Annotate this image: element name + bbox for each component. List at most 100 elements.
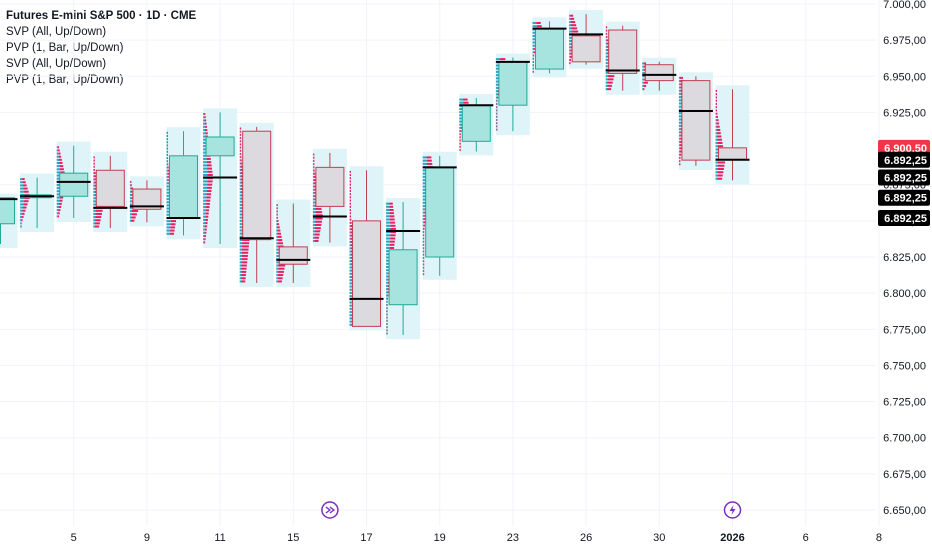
volume-row-up bbox=[129, 213, 132, 216]
volume-row-up bbox=[532, 51, 534, 54]
volume-row-up bbox=[532, 34, 536, 37]
volume-row-up bbox=[386, 272, 389, 275]
volume-row-up bbox=[239, 264, 242, 267]
volume-row-down bbox=[496, 96, 499, 99]
candle-body[interactable] bbox=[608, 29, 638, 74]
candle-body[interactable] bbox=[461, 104, 491, 142]
volume-row-up bbox=[349, 225, 351, 228]
legend-indicator-2[interactable]: PVP (1, Bar, Up/Down) bbox=[6, 42, 124, 54]
volume-row-up bbox=[56, 215, 58, 218]
candle-body[interactable] bbox=[571, 35, 601, 63]
volume-row-up bbox=[569, 49, 571, 52]
legend-indicator-3[interactable]: SVP (All, Up/Down) bbox=[6, 58, 107, 70]
volume-row-up bbox=[569, 17, 571, 20]
volume-row-down bbox=[715, 99, 717, 102]
volume-row-up bbox=[203, 119, 205, 122]
volume-row-up bbox=[605, 52, 608, 55]
price-badge[interactable] bbox=[878, 151, 930, 168]
candle-body[interactable] bbox=[59, 172, 89, 197]
volume-row-down bbox=[386, 319, 388, 322]
volume-row-up bbox=[276, 264, 279, 267]
volume-row-up bbox=[349, 323, 352, 326]
volume-row-up bbox=[495, 128, 497, 131]
volume-row-up bbox=[166, 160, 168, 163]
volume-row-down bbox=[313, 159, 315, 162]
price-tick-label: 7.000,00 bbox=[883, 0, 926, 11]
volume-row-down bbox=[570, 14, 574, 17]
volume-row-down bbox=[205, 206, 210, 209]
candle-body[interactable] bbox=[205, 136, 235, 157]
volume-row-down bbox=[679, 150, 682, 153]
volume-row-up bbox=[422, 162, 427, 165]
volume-row-down bbox=[459, 148, 461, 151]
volume-row-up bbox=[495, 119, 497, 122]
volume-row-up bbox=[678, 99, 681, 102]
volume-row-up bbox=[56, 165, 60, 168]
volume-row-up bbox=[495, 96, 497, 99]
volume-row-up bbox=[495, 64, 501, 67]
volume-row-down bbox=[423, 234, 425, 237]
volume-row-up bbox=[349, 282, 352, 285]
volume-row-down bbox=[387, 284, 390, 287]
price-axis[interactable] bbox=[876, 0, 932, 550]
candle-body[interactable] bbox=[425, 166, 455, 258]
candle-body[interactable] bbox=[644, 64, 674, 82]
candle-body[interactable] bbox=[95, 169, 125, 207]
volume-row-up bbox=[276, 220, 277, 223]
time-tick-label: 19 bbox=[434, 532, 446, 544]
volume-row-down bbox=[94, 222, 100, 225]
candle-body[interactable] bbox=[718, 147, 747, 161]
volume-row-down bbox=[240, 149, 242, 152]
price-badge[interactable] bbox=[878, 189, 930, 206]
volume-row-down bbox=[314, 239, 319, 242]
candle-body[interactable] bbox=[278, 246, 308, 265]
candle-body[interactable] bbox=[388, 249, 418, 306]
legend-title[interactable]: Futures E-mini S&P 500 · 1D · CME bbox=[6, 10, 197, 22]
time-axis[interactable] bbox=[0, 526, 932, 550]
candle-body[interactable] bbox=[681, 80, 711, 161]
volume-row-down bbox=[240, 156, 242, 159]
time-tick-label: 30 bbox=[653, 532, 665, 544]
volume-row-up bbox=[203, 238, 205, 241]
volume-row-down bbox=[206, 164, 212, 167]
volume-row-up bbox=[20, 219, 22, 222]
time-tick-label: 23 bbox=[507, 532, 519, 544]
candle-body[interactable] bbox=[0, 197, 15, 225]
volume-row-down bbox=[423, 260, 425, 263]
volume-row-down bbox=[131, 216, 136, 219]
volume-row-down bbox=[22, 209, 26, 212]
volume-row-down bbox=[94, 225, 100, 228]
candle-body[interactable] bbox=[315, 166, 345, 207]
volume-row-down bbox=[389, 218, 395, 221]
volume-row-up bbox=[422, 211, 425, 214]
volume-row-down bbox=[349, 205, 351, 208]
volume-row-up bbox=[386, 256, 390, 259]
volume-row-up bbox=[349, 288, 352, 291]
volume-row-down bbox=[204, 225, 208, 228]
price-badge[interactable] bbox=[878, 209, 930, 226]
candle-body[interactable] bbox=[498, 61, 528, 106]
time-tick-label: 6 bbox=[803, 532, 809, 544]
volume-row-up bbox=[312, 204, 315, 207]
volume-row-up bbox=[642, 81, 644, 84]
legend-indicator-1[interactable]: SVP (All, Up/Down) bbox=[6, 26, 107, 38]
volume-row-down bbox=[21, 219, 23, 222]
volume-row-up bbox=[386, 224, 391, 227]
candle-body[interactable] bbox=[352, 220, 381, 327]
volume-row-down bbox=[315, 223, 322, 226]
volume-row-up bbox=[276, 242, 278, 245]
volume-row-up bbox=[20, 206, 23, 209]
candle-body[interactable] bbox=[535, 28, 564, 70]
legend-indicator-4[interactable]: PVP (1, Bar, Up/Down) bbox=[6, 74, 124, 86]
time-tick-label: 8 bbox=[876, 532, 882, 544]
volume-row-up bbox=[459, 148, 460, 151]
price-badge[interactable] bbox=[878, 169, 930, 186]
volume-row-up bbox=[239, 188, 241, 191]
candle-body[interactable] bbox=[132, 188, 162, 210]
volume-row-down bbox=[206, 161, 212, 164]
candle-body[interactable] bbox=[242, 130, 272, 241]
volume-row-up bbox=[93, 194, 96, 197]
candle-body[interactable] bbox=[169, 155, 198, 219]
volume-row-down bbox=[423, 224, 425, 227]
